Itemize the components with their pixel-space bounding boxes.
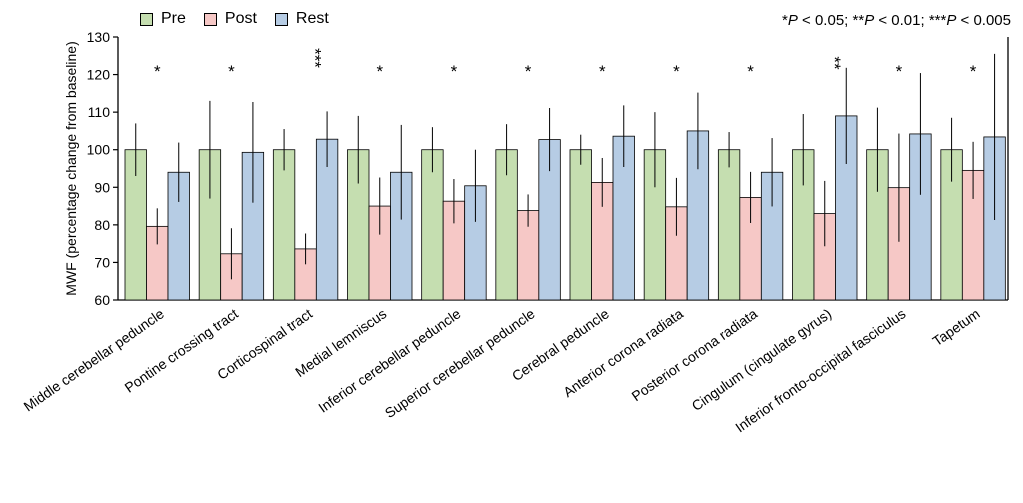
significance-marker: *** xyxy=(306,48,325,68)
legend-label-post: Post xyxy=(224,10,257,27)
y-tick-label: 100 xyxy=(87,142,111,158)
legend: Pre Post Rest xyxy=(140,10,329,28)
bar-pre xyxy=(272,149,296,301)
significance-marker: ** xyxy=(825,56,844,70)
legend-swatch-rest xyxy=(274,12,288,26)
y-tick-label: 110 xyxy=(88,104,111,120)
y-tick-label: 130 xyxy=(87,29,111,45)
category-label: Anterior corona radiata xyxy=(560,305,686,400)
legend-item-post: Post xyxy=(203,10,257,28)
significance-marker: * xyxy=(673,62,680,81)
legend-swatch-pre xyxy=(140,12,153,26)
y-axis-label: MWF (percentage change from baseline) xyxy=(63,41,79,295)
category-label: Tapetum xyxy=(929,305,982,349)
bar-pre xyxy=(717,149,741,301)
category-label: Posterior corona radiata xyxy=(629,305,761,404)
significance-marker: * xyxy=(970,62,977,81)
y-tick-label: 90 xyxy=(94,179,110,195)
p-value-symbol: P xyxy=(787,12,798,29)
legend-label-rest: Rest xyxy=(295,10,329,27)
legend-item-pre: Pre xyxy=(140,10,186,28)
category-label: Middle cerebellar peduncle xyxy=(21,305,167,414)
category-label: Superior cerebellar peduncle xyxy=(382,305,538,421)
legend-item-rest: Rest xyxy=(274,10,329,28)
significance-marker: * xyxy=(747,62,754,81)
p-value-symbol: P xyxy=(946,12,957,29)
y-tick-label: 70 xyxy=(94,254,110,270)
significance-marker: * xyxy=(599,62,606,81)
significance-note: *P < 0.05; **P < 0.01; ***P < 0.005 xyxy=(782,12,1011,29)
significance-marker: * xyxy=(376,62,383,81)
p-value-symbol: P xyxy=(864,12,875,29)
significance-marker: * xyxy=(451,62,458,81)
significance-marker: * xyxy=(896,62,903,81)
category-label: Inferior cerebellar peduncle xyxy=(315,305,463,416)
legend-label-pre: Pre xyxy=(161,10,186,27)
significance-marker: * xyxy=(228,62,235,81)
y-tick-label: 120 xyxy=(87,67,111,83)
y-tick-label: 80 xyxy=(94,217,110,233)
bar-pre xyxy=(569,149,592,301)
significance-marker: * xyxy=(525,62,532,81)
y-tick-label: 60 xyxy=(94,292,110,308)
legend-swatch-post xyxy=(203,12,217,26)
significance-marker: * xyxy=(154,62,161,81)
category-label: Cingulum (cingulate gyrus) xyxy=(689,305,835,414)
